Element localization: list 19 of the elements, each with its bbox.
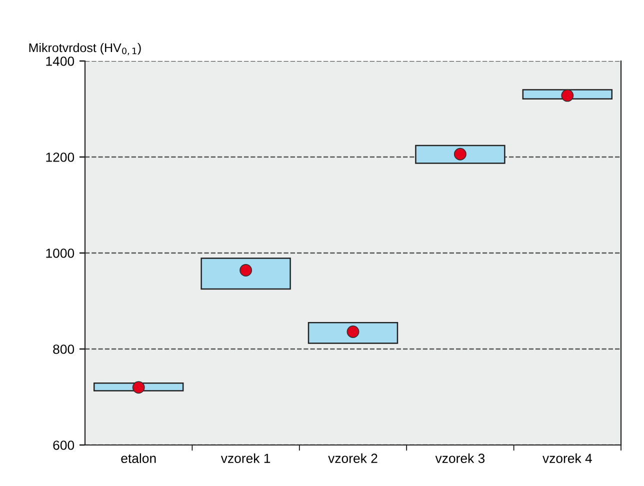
y-tick-label: 600: [53, 440, 74, 450]
point: [132, 381, 145, 394]
y-tick-label: 1200: [46, 152, 74, 162]
x-tick-label: vzorek 1: [220, 453, 270, 464]
bar: [308, 322, 398, 344]
x-tick-label: vzorek 3: [435, 453, 485, 464]
y-tick-label: 800: [53, 344, 74, 354]
x-tick-label: vzorek 4: [542, 453, 592, 464]
point: [561, 89, 574, 102]
bar: [200, 258, 291, 290]
y-tick-label: 1400: [46, 56, 74, 66]
y-axis-title: Mikrotvrdost (HV$_{0,1}$): [29, 42, 141, 56]
x-tick-label: vzorek 2: [328, 453, 378, 464]
point: [240, 264, 252, 277]
y-tick-label: 1000: [46, 248, 74, 258]
point: [346, 325, 360, 338]
bar: [415, 144, 506, 164]
point: [454, 148, 466, 160]
x-tick-label: etalon: [121, 453, 156, 464]
